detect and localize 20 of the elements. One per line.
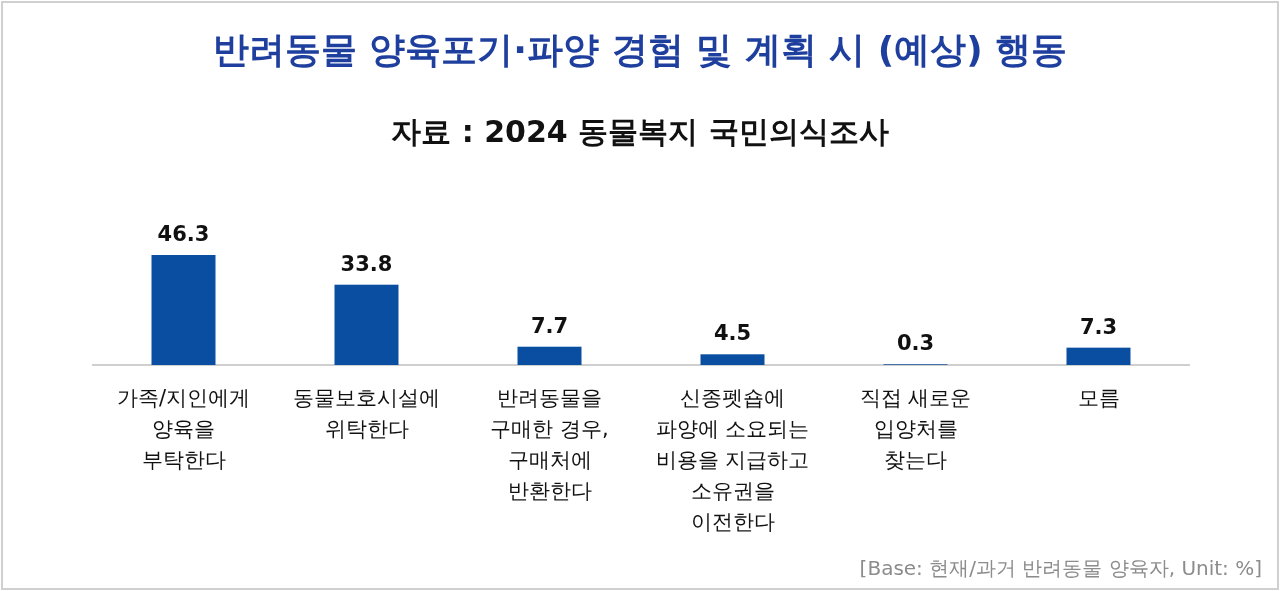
x-tick-label: 모름 <box>1077 386 1120 410</box>
x-tick-label: 동물보호시설에 위탁한다 <box>293 386 440 441</box>
bar <box>334 284 399 365</box>
bar <box>700 354 765 365</box>
x-tick-label: 가족/지인에게 양육을 부탁한다 <box>116 386 251 472</box>
text: [Base: 현재/과거 반려동물 양육자, Unit: %] <box>859 556 1262 580</box>
x-tick-label: 신종펫숍에 파양에 소요되는 비용을 지급하고 소유권을 이전한다 <box>655 386 810 534</box>
bar <box>151 255 216 365</box>
data-label: 4.5 <box>713 321 752 346</box>
chart-subtitle: 자료 : 2024 동물복지 국민의식조사 <box>391 114 889 149</box>
x-tick-label: 반려동물을 구매한 경우, 구매처에 반환한다 <box>490 386 609 503</box>
data-label: 7.7 <box>530 313 569 338</box>
x-tick-label: 직접 새로운 입양처를 찾는다 <box>859 386 972 472</box>
data-label: 46.3 <box>157 222 210 246</box>
chart-title: 반려동물 양육포기·파양 경험 및 계획 시 (예상) 행동 <box>212 29 1068 70</box>
bar <box>1066 347 1131 365</box>
data-label: 33.8 <box>340 251 393 276</box>
data-label: 7.3 <box>1079 314 1118 339</box>
bar <box>517 346 582 365</box>
data-label: 0.3 <box>896 331 935 356</box>
